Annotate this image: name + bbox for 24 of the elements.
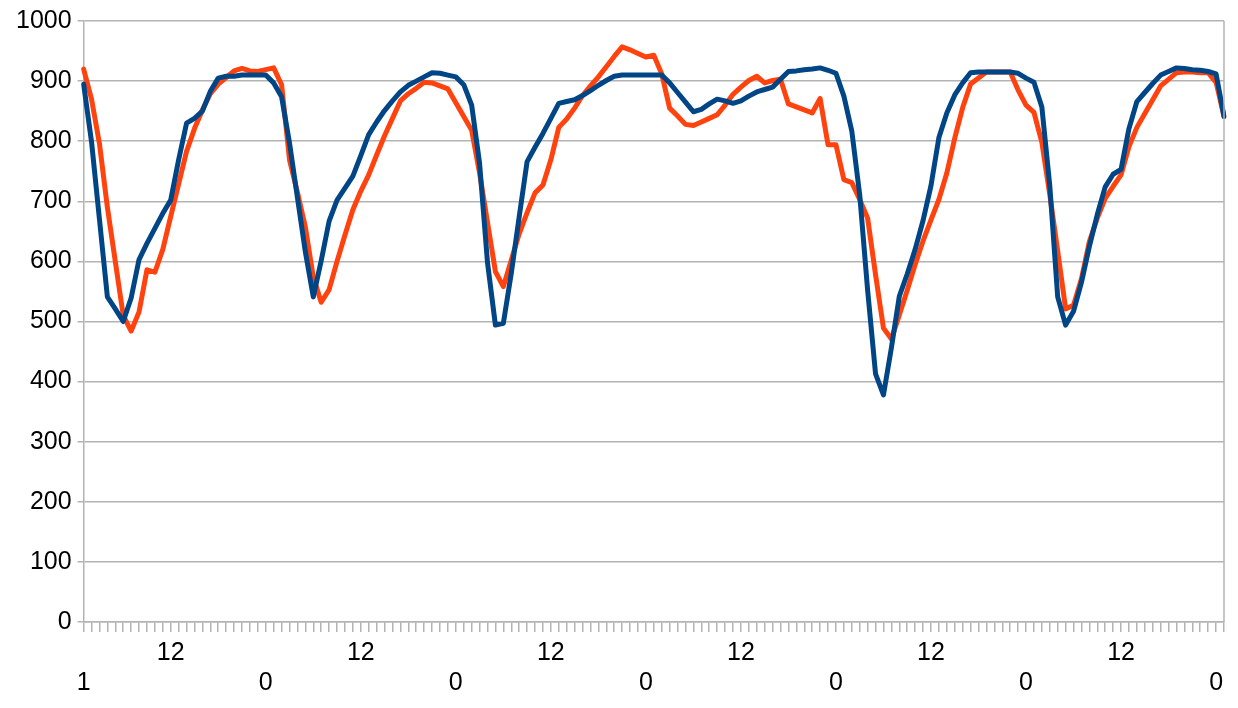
y-tick-label: 700 [29, 185, 72, 214]
x-tick-label: 12 [1107, 636, 1135, 665]
x-tick-label: 0 [1209, 666, 1224, 695]
y-tick-label: 300 [29, 425, 72, 454]
x-tick-label: 12 [156, 636, 185, 665]
y-tick-label: 100 [29, 545, 72, 574]
x-tick-label: 12 [917, 636, 945, 665]
y-tick-label: 0 [57, 605, 72, 634]
y-tick-label: 800 [29, 125, 72, 154]
x-tick-label: 0 [448, 666, 463, 695]
x-tick-label: 12 [727, 636, 755, 665]
x-tick-label: 0 [638, 666, 653, 695]
x-tick-label: 0 [1019, 666, 1033, 695]
y-tick-label: 600 [29, 245, 72, 274]
x-tick-label: 12 [536, 636, 565, 665]
x-tick-label: 0 [258, 666, 273, 695]
x-tick-label: 0 [829, 666, 843, 695]
x-tick-label: 12 [346, 636, 375, 665]
y-tick-label: 900 [29, 64, 72, 93]
y-tick-label: 200 [29, 485, 72, 514]
x-tick-label: 1 [76, 666, 91, 695]
y-tick-label: 500 [29, 305, 72, 334]
y-tick-label: 1000 [15, 4, 72, 33]
y-tick-label: 400 [29, 365, 72, 394]
